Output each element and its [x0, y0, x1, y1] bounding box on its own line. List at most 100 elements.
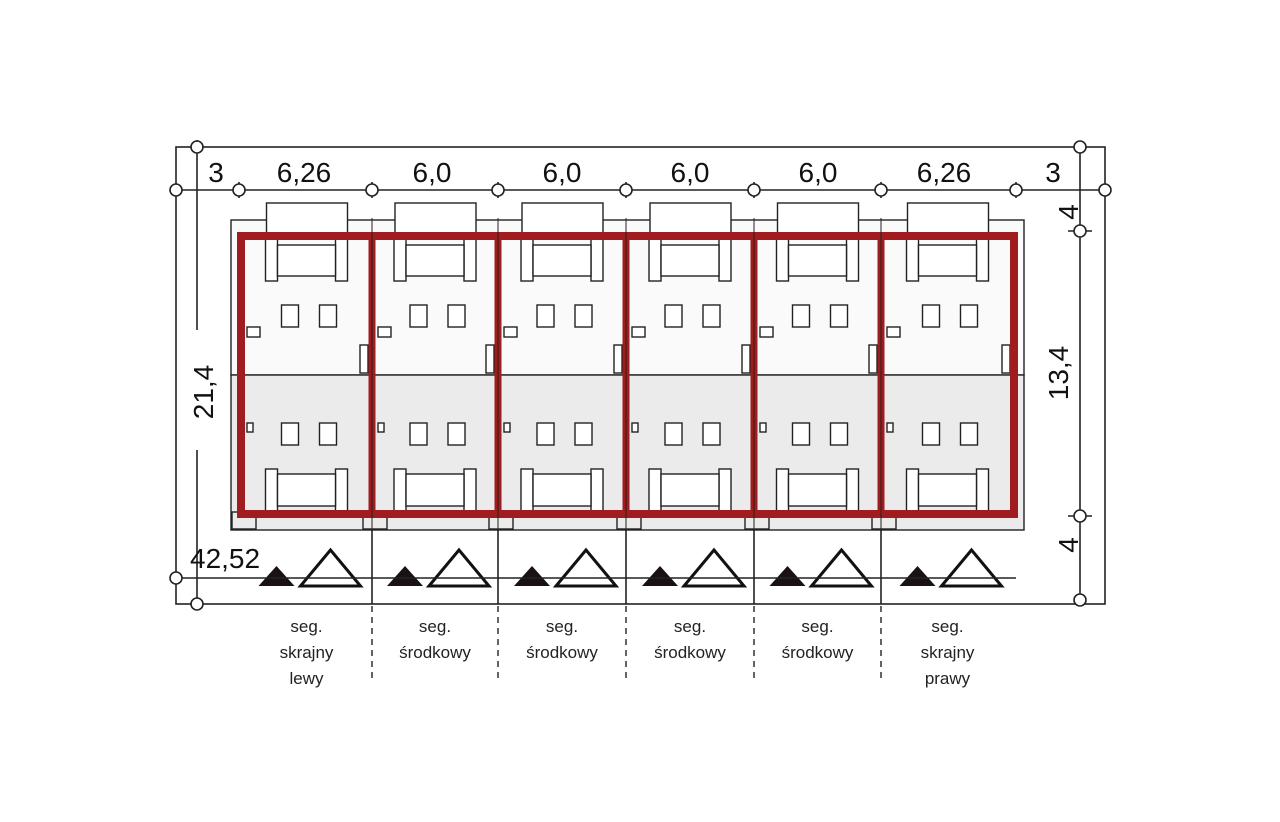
balcony-top: [660, 244, 720, 277]
balcony-top: [917, 244, 978, 277]
segment-labels: seg. skrajny lewy seg. środkowy seg. środkowy s…: [280, 617, 975, 688]
window: [318, 304, 338, 328]
notch: [631, 422, 639, 433]
dimension-node-circle: [1073, 224, 1087, 238]
terrace-bottom: [532, 473, 592, 507]
dim-right-depth: 13,4: [1043, 346, 1074, 401]
outline-triangle-marker: [680, 547, 748, 588]
dim-top-3: 6,0: [543, 157, 582, 188]
pier: [520, 468, 534, 513]
dimension-node-circle: [1073, 140, 1087, 154]
segment-label-line: środkowy: [399, 643, 471, 662]
pier: [975, 235, 990, 282]
pier: [718, 235, 732, 282]
filled-triangle-marker: [514, 566, 550, 586]
notch: [759, 326, 774, 338]
pier: [845, 235, 860, 282]
window: [280, 422, 300, 446]
pier: [590, 235, 604, 282]
dimension-node-circle: [365, 183, 379, 197]
porch-top: [521, 202, 604, 237]
dimension-node-circle: [491, 183, 505, 197]
window: [921, 304, 941, 328]
window: [829, 304, 849, 328]
window: [791, 304, 811, 328]
notch: [759, 422, 767, 433]
notch: [886, 422, 894, 433]
wall-outline: [237, 218, 1018, 530]
dimension-node-circle: [190, 140, 204, 154]
porch-top: [776, 202, 860, 237]
filled-triangle-marker: [642, 566, 678, 586]
dimension-node-circle: [874, 183, 888, 197]
segment-3: [488, 202, 623, 530]
window: [574, 422, 593, 446]
dim-top-5: 6,0: [799, 157, 838, 188]
segment-label-line: seg.: [674, 617, 706, 636]
outline-triangle-marker: [552, 547, 620, 588]
dim-left-total: 21,4: [188, 365, 219, 420]
porch-top: [649, 202, 732, 237]
window: [664, 422, 683, 446]
segment-2: [362, 202, 495, 530]
dimension-node-circle: [1098, 183, 1112, 197]
window: [536, 422, 555, 446]
dim-top-1: 6,26: [277, 157, 332, 188]
window: [664, 304, 683, 328]
balcony-top: [532, 244, 592, 277]
notch: [246, 422, 254, 433]
dimension-node-circle: [169, 183, 183, 197]
dimension-node-circle: [169, 571, 183, 585]
segment-label-line: lewy: [289, 669, 324, 688]
dimension-node-circle: [190, 597, 204, 611]
pier: [775, 235, 790, 282]
dim-right-top: 4: [1053, 204, 1084, 220]
segment-label-line: skrajny: [280, 643, 334, 662]
segment-label-line: prawy: [925, 669, 971, 688]
dim-top-6: 6,26: [917, 157, 972, 188]
dim-top-0: 3: [208, 157, 224, 188]
dimension-node-circle: [619, 183, 633, 197]
dim-top-2: 6,0: [413, 157, 452, 188]
balcony-top: [405, 244, 465, 277]
filled-triangle-marker: [899, 566, 936, 586]
balcony-top: [787, 244, 848, 277]
window: [447, 304, 466, 328]
outline-triangle-marker: [808, 547, 875, 588]
filled-triangle-marker: [258, 566, 295, 586]
notch: [485, 344, 495, 374]
segment-label-line: skrajny: [921, 643, 975, 662]
dim-top-4: 6,0: [671, 157, 710, 188]
dimension-node-circle: [1073, 509, 1087, 523]
notch: [886, 326, 901, 338]
notch: [359, 344, 369, 374]
notch: [503, 422, 511, 433]
pier: [264, 468, 279, 513]
dimension-node-circle: [1009, 183, 1023, 197]
dimension-node-circle: [747, 183, 761, 197]
pier: [334, 235, 349, 282]
segment-label-line: środkowy: [782, 643, 854, 662]
window: [829, 422, 849, 446]
balcony-top: [276, 244, 337, 277]
pier: [905, 468, 920, 513]
notch: [377, 422, 385, 433]
dimension-node-circle: [1073, 593, 1087, 607]
window: [409, 304, 428, 328]
segment-1: [231, 202, 369, 530]
pier: [975, 468, 990, 513]
outline-triangle-marker: [297, 547, 364, 588]
segment-label-line: seg.: [419, 617, 451, 636]
notch: [741, 344, 751, 374]
notch: [246, 326, 261, 338]
segment-label-line: seg.: [290, 617, 322, 636]
porch-top: [265, 202, 349, 237]
notch: [631, 326, 646, 338]
dim-top-7: 3: [1045, 157, 1061, 188]
pier: [334, 468, 349, 513]
porch-top: [394, 202, 477, 237]
terrace-bottom: [787, 473, 848, 507]
filled-triangle-marker: [769, 566, 806, 586]
notch: [503, 326, 518, 338]
